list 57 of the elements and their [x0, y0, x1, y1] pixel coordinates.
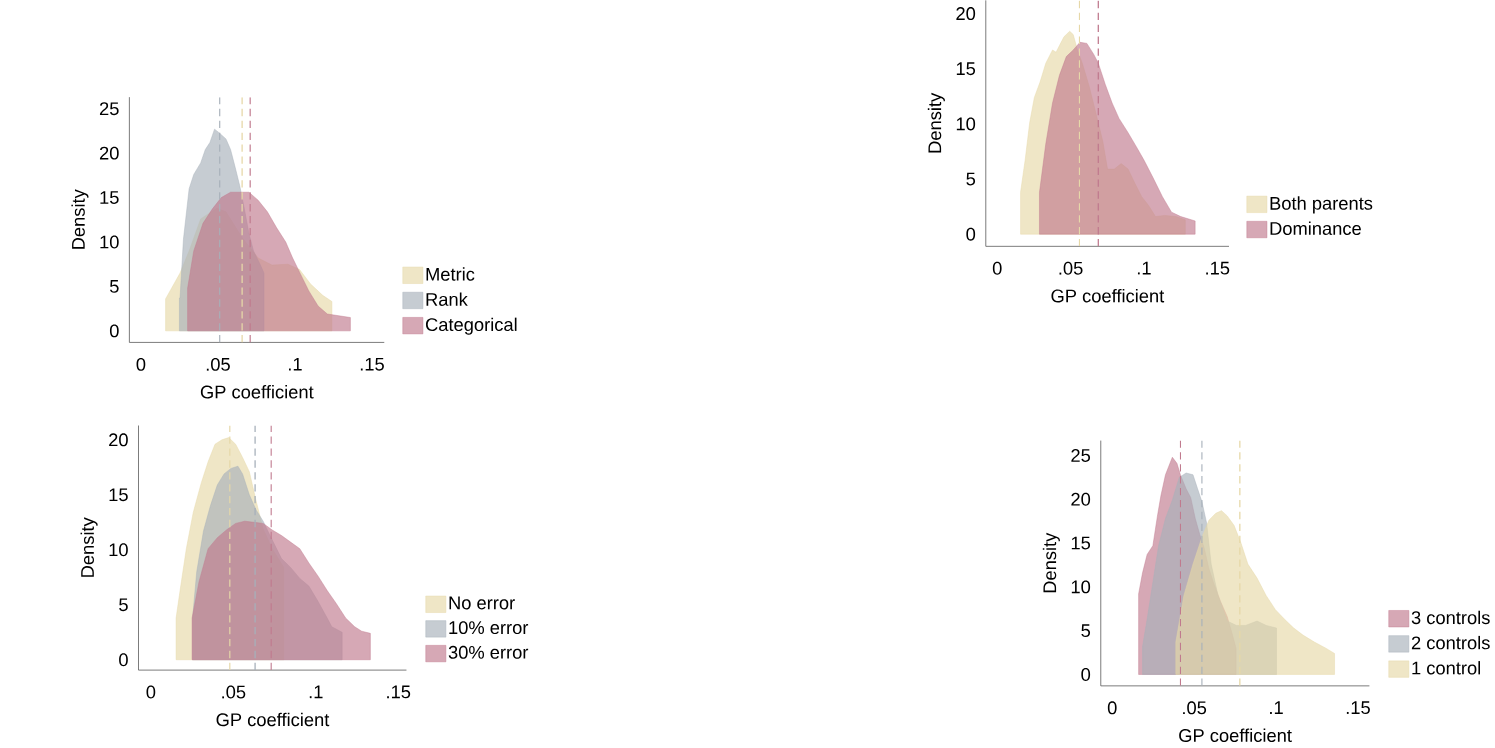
x-tick-label: .05 — [206, 357, 230, 371]
x-tick-label: .15 — [360, 357, 384, 371]
x-axis-title: GP coefficient — [1179, 728, 1292, 742]
legend-label: Categorical — [425, 317, 517, 335]
x-tick-label: .1 — [1270, 701, 1283, 714]
x-axis-title: GP coefficient — [1051, 288, 1165, 303]
y-axis-title: Density — [71, 189, 89, 249]
x-tick-label: 0 — [992, 261, 1002, 275]
y-tick-label: 5 — [109, 280, 119, 293]
y-tick-label: 15 — [956, 62, 976, 76]
x-tick-label: .05 — [222, 685, 246, 699]
y-tick-label: 15 — [109, 488, 128, 502]
y-tick-label: 20 — [99, 146, 119, 160]
legend-label: 30% error — [448, 645, 529, 659]
y-tick-label: 20 — [956, 7, 976, 21]
legend-label: Metric — [426, 267, 475, 281]
x-tick-label: .05 — [1183, 701, 1207, 715]
legend-label: Both parents — [1270, 196, 1373, 214]
y-tick-label: 10 — [956, 117, 976, 131]
x-axis-title: GP coefficient — [200, 385, 314, 399]
y-tick-label: 5 — [119, 598, 128, 612]
legend-label: 10% error — [449, 621, 529, 635]
x-tick-label: .1 — [288, 357, 302, 371]
y-tick-label: 20 — [109, 433, 128, 447]
y-axis-title: Density — [80, 517, 98, 577]
x-tick-label: 0 — [136, 357, 146, 371]
x-tick-label: .15 — [387, 685, 411, 699]
y-tick-label: 0 — [109, 324, 119, 338]
x-tick-label: 0 — [1107, 701, 1117, 715]
legend-label: 3 controls — [1411, 610, 1490, 625]
y-tick-label: 5 — [1081, 624, 1091, 638]
y-tick-label: 10 — [1071, 580, 1091, 594]
legend-label: Rank — [426, 292, 468, 306]
x-tick-label: .15 — [1206, 261, 1230, 275]
legend-label: No error — [449, 596, 515, 610]
y-tick-label: 10 — [109, 543, 128, 557]
x-axis-title: GP coefficient — [216, 712, 330, 727]
x-tick-label: .1 — [1137, 261, 1151, 275]
legend-label: 2 controls — [1411, 635, 1490, 650]
x-tick-label: 0 — [146, 685, 156, 699]
y-axis-title: Density — [927, 92, 945, 153]
legend-label: 1 control — [1412, 661, 1481, 675]
y-tick-label: 25 — [99, 102, 119, 116]
y-tick-label: 15 — [1071, 536, 1091, 550]
y-tick-label: 25 — [1071, 448, 1091, 462]
legend-label: Dominance — [1270, 221, 1361, 235]
x-tick-label: .1 — [309, 685, 323, 699]
y-tick-label: 10 — [100, 235, 119, 249]
y-axis-title: Density — [1042, 532, 1060, 593]
y-tick-label: 0 — [1081, 667, 1091, 681]
y-tick-label: 0 — [119, 653, 128, 667]
x-tick-label: .05 — [1059, 261, 1083, 275]
x-tick-label: .15 — [1346, 701, 1370, 715]
y-tick-label: 15 — [100, 191, 119, 204]
y-tick-label: 0 — [966, 227, 976, 241]
y-tick-label: 5 — [966, 172, 976, 186]
y-tick-label: 20 — [1071, 492, 1091, 506]
